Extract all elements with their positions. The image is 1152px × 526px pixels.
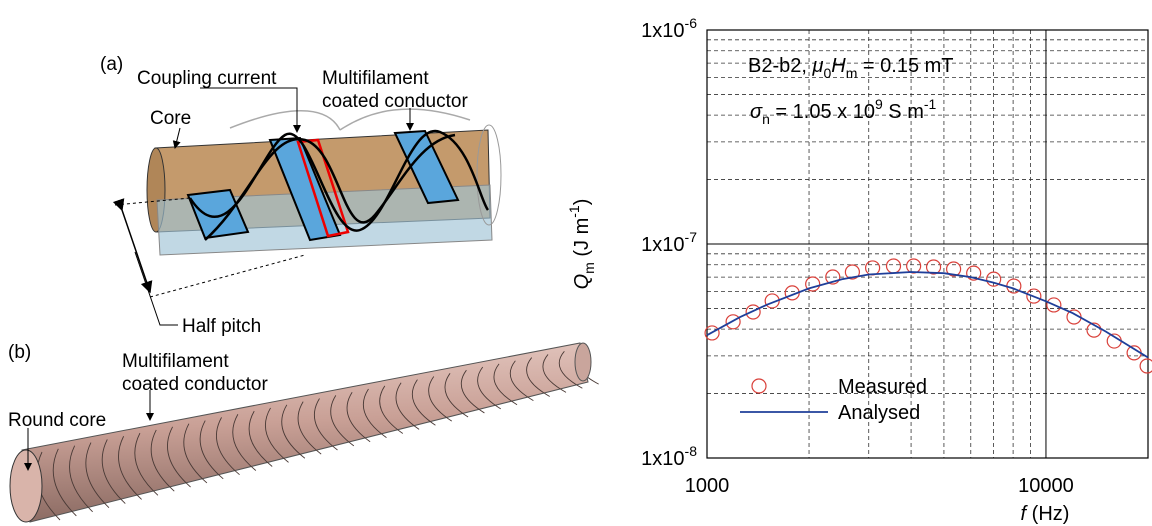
grid	[707, 30, 1148, 458]
x-tick-label: 1000	[685, 475, 730, 497]
diagram-label: coated conductor	[322, 91, 468, 112]
panel-a-diagram: (a) Coupling current Multifilament coate…	[100, 54, 501, 337]
legend-label: Measured	[838, 376, 927, 398]
y-label-part: m	[581, 262, 597, 274]
diagram-label: Multifilament	[122, 351, 229, 372]
annotation-part: σ	[750, 101, 763, 123]
annotation: σn = 1.05 x 109 S m-1	[750, 96, 937, 127]
x-label-part: (Hz)	[1026, 503, 1069, 525]
annotation-part: μ	[811, 55, 823, 77]
legend-label: Analysed	[838, 402, 920, 424]
figure: (a) Coupling current Multifilament coate…	[0, 0, 1152, 526]
y-axis-label: Qm (J m-1)	[566, 199, 597, 290]
annotation-part: 9	[875, 96, 883, 112]
panel-label: (a)	[100, 54, 123, 75]
y-label-part: -1	[566, 205, 582, 218]
x-axis-label: f (Hz)	[1021, 503, 1070, 525]
annotation-part: H	[831, 55, 846, 77]
diagram-label: Coupling current	[137, 68, 277, 89]
annotation-part: -1	[924, 96, 937, 112]
data-point	[907, 259, 921, 273]
x-tick-label: 10000	[1018, 475, 1074, 497]
diagram-label: Multifilament	[322, 68, 429, 89]
annotation-part: S m	[883, 101, 924, 123]
annotation-part: n	[762, 111, 770, 127]
legend-swatch	[752, 379, 766, 393]
annotation-part: = 1.05 x 10	[770, 101, 875, 123]
panel-label: (b)	[8, 342, 31, 363]
annotation-part: 0	[823, 65, 831, 81]
annotation-part: B2-b2,	[748, 55, 812, 77]
annotation-part: = 0.15 mT	[857, 55, 953, 77]
diagram-label: Round core	[8, 410, 106, 431]
diagram-label: coated conductor	[122, 374, 268, 395]
chart: B2-b2, μ0Hm = 0.15 mT σn = 1.05 x 109 S …	[566, 15, 1152, 525]
y-label-part: )	[571, 199, 593, 206]
y-tick-label: 1x10-6	[641, 15, 697, 42]
data-point	[887, 259, 901, 273]
diagram-label: Half pitch	[182, 316, 261, 337]
y-tick-label: 1x10-7	[641, 229, 697, 256]
y-tick-label: 1x10-8	[641, 443, 697, 470]
y-label-part: Q	[571, 274, 593, 290]
data-point	[866, 261, 880, 275]
data-line	[707, 272, 1148, 358]
diagram-label: Core	[150, 108, 191, 129]
y-label-part: (J m	[571, 218, 593, 262]
annotation-part: m	[846, 65, 858, 81]
data-point	[1140, 359, 1152, 373]
panel-b-diagram: (b) Multifilament coated conductor Round…	[8, 342, 599, 522]
